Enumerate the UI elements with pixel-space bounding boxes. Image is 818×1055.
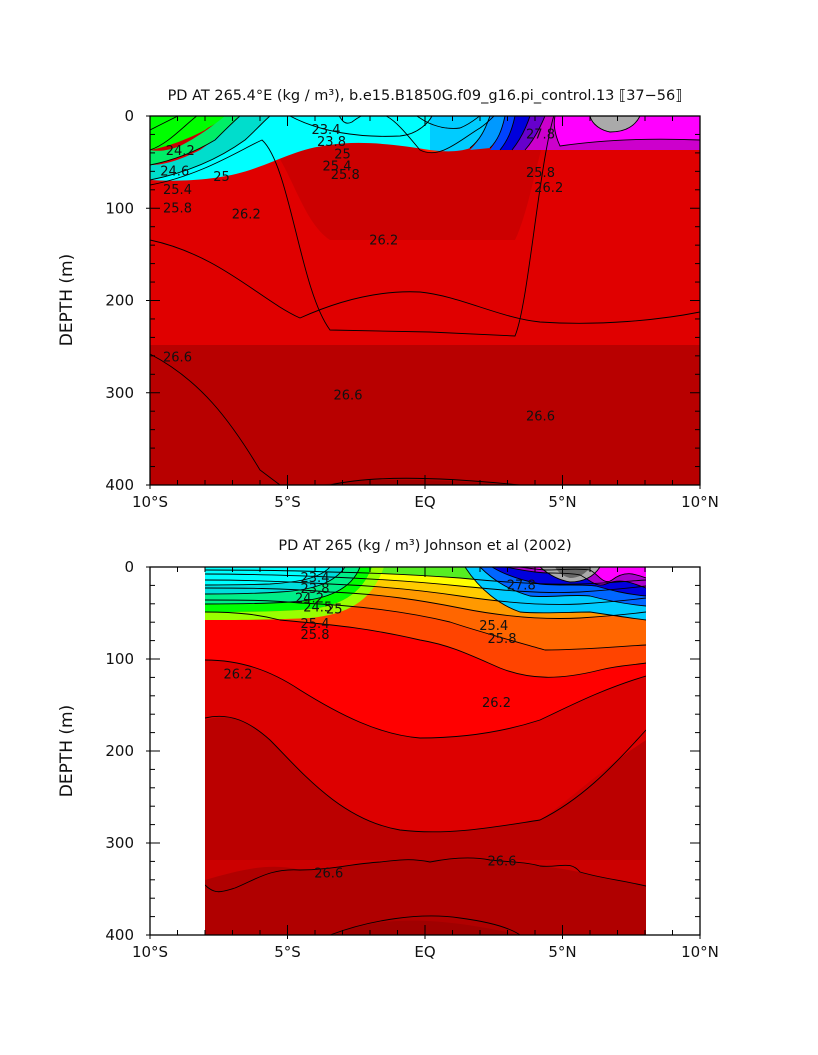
bottom-chart-title: PD AT 265 (kg / m³) Johnson et al (2002) bbox=[278, 538, 571, 554]
bottom-x-tick-label: EQ bbox=[414, 943, 435, 961]
bottom-y-tick-label: 300 bbox=[105, 834, 134, 852]
top-y-tick-label: 300 bbox=[105, 384, 134, 402]
bottom-y-tick-label: 400 bbox=[105, 926, 134, 944]
top-chart-title: PD AT 265.4°E (kg / m³), b.e15.B1850G.f0… bbox=[168, 88, 683, 104]
bottom-x-tick-label: 10°N bbox=[681, 943, 719, 961]
bottom-contour-label: 26.6 bbox=[314, 866, 343, 881]
top-y-axis-label: DEPTH (m) bbox=[57, 254, 77, 346]
bottom-contour-label: 27.8 bbox=[507, 578, 536, 593]
bottom-contour-label: 24.2 bbox=[295, 591, 324, 606]
top-x-tick-label: 5°S bbox=[274, 493, 301, 511]
bottom-contour-label: 25.4 bbox=[301, 617, 330, 632]
bottom-contour-labels: 23.423.824.224.52525.425.825.425.826.226… bbox=[224, 571, 536, 881]
bottom-y-axis-label: DEPTH (m) bbox=[57, 705, 77, 797]
top-y-tick-label: 100 bbox=[105, 199, 134, 217]
bottom-contour-label: 25.8 bbox=[488, 632, 517, 647]
top-contour-label: 26.2 bbox=[232, 208, 261, 223]
top-contour-lines bbox=[150, 116, 700, 485]
bottom-x-tick-label: 10°S bbox=[132, 943, 168, 961]
top-y-tick-label: 0 bbox=[124, 107, 134, 125]
top-contour-labels: 23.423.824.224.6 252525.425.425.825.826.2… bbox=[160, 123, 563, 425]
top-contour-label: 26.6 bbox=[163, 351, 192, 366]
bottom-panel: 23.423.824.224.52525.425.825.425.826.226… bbox=[57, 538, 719, 961]
bottom-x-tick-label: 5°S bbox=[274, 943, 301, 961]
top-contour-label: 25.4 bbox=[323, 160, 352, 175]
bottom-contour-lines bbox=[205, 567, 646, 935]
top-contour-label: 26.2 bbox=[369, 234, 398, 249]
top-contour-label: 25.8 bbox=[526, 166, 555, 181]
top-contour-label: 23.8 bbox=[317, 135, 346, 150]
top-contour-label: 26.6 bbox=[334, 389, 363, 404]
top-contour-label: 25 bbox=[213, 170, 230, 185]
top-x-tick-label: 10°S bbox=[132, 493, 168, 511]
bottom-x-tick-label: 5°N bbox=[548, 943, 576, 961]
bottom-y-tick-label: 200 bbox=[105, 742, 134, 760]
top-y-tick-label: 400 bbox=[105, 476, 134, 494]
top-contour-label: 26.2 bbox=[534, 181, 563, 196]
top-x-tick-label: 5°N bbox=[548, 493, 576, 511]
bottom-contour-label: 26.6 bbox=[488, 854, 517, 869]
top-contour-label: 25 bbox=[334, 148, 351, 163]
bottom-contour-label: 23.4 bbox=[301, 571, 330, 586]
bottom-y-tick-label: 0 bbox=[124, 558, 134, 576]
top-color-fill bbox=[150, 116, 700, 485]
bottom-contour-label: 25.8 bbox=[301, 628, 330, 643]
top-ticks: 10°S 5°S EQ 5°N 10°N 0 100 200 300 400 bbox=[105, 107, 719, 511]
bottom-contour-label: 24.5 bbox=[303, 600, 332, 615]
top-x-tick-label: EQ bbox=[414, 493, 435, 511]
bottom-contour-label: 25.4 bbox=[479, 619, 508, 634]
top-contour-label: 25.8 bbox=[331, 168, 360, 183]
top-contour-label: 24.2 bbox=[166, 144, 195, 159]
top-contour-label: 24.6 bbox=[160, 164, 189, 179]
top-panel: 23.423.824.224.6 252525.425.425.825.826.2… bbox=[57, 88, 719, 511]
bottom-contour-label: 25 bbox=[326, 602, 343, 617]
top-contour-label: 25.4 bbox=[163, 183, 192, 198]
top-contour-label: 25.8 bbox=[163, 201, 192, 216]
top-x-tick-label: 10°N bbox=[681, 493, 719, 511]
bottom-y-tick-label: 100 bbox=[105, 650, 134, 668]
top-contour-label: 27.8 bbox=[526, 127, 555, 142]
top-y-tick-label: 200 bbox=[105, 292, 134, 310]
bottom-color-fill bbox=[205, 567, 646, 935]
bottom-contour-label: 26.2 bbox=[482, 696, 511, 711]
top-contour-label: 26.6 bbox=[526, 410, 555, 425]
bottom-contour-label: 23.8 bbox=[301, 582, 330, 597]
bottom-contour-label: 26.2 bbox=[224, 668, 253, 683]
top-contour-label: 23.4 bbox=[312, 123, 341, 138]
bottom-ticks: 10°S 5°S EQ 5°N 10°N 0 100 200 300 400 bbox=[105, 558, 719, 961]
